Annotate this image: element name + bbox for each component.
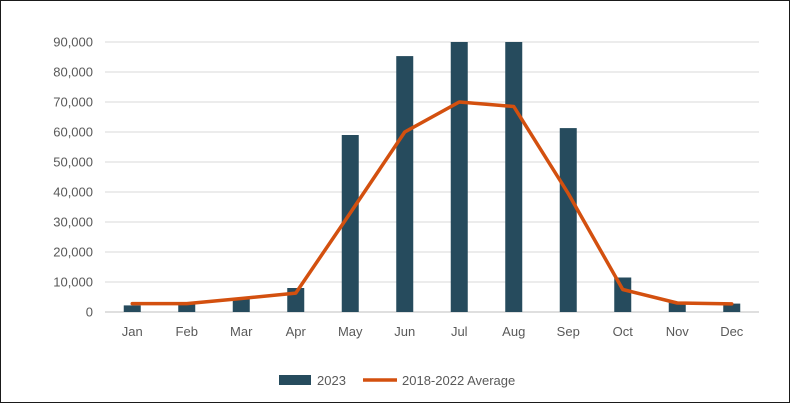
legend-label-2023: 2023 — [317, 373, 346, 388]
x-tick-label: Aug — [502, 324, 525, 339]
y-tick-label: 60,000 — [53, 125, 93, 140]
gridlines — [105, 42, 759, 312]
bar-jan — [124, 305, 141, 312]
bar-oct — [614, 278, 631, 313]
y-tick-label: 70,000 — [53, 95, 93, 110]
x-tick-label: Apr — [286, 324, 307, 339]
bar-sep — [560, 128, 577, 312]
legend: 2023 2018-2022 Average — [279, 373, 515, 388]
x-tick-label: May — [338, 324, 363, 339]
y-tick-label: 0 — [86, 305, 93, 320]
legend-label-average: 2018-2022 Average — [402, 373, 515, 388]
bar-jul — [451, 42, 468, 312]
bar-aug — [505, 42, 522, 312]
bar-feb — [178, 304, 195, 312]
y-tick-label: 40,000 — [53, 185, 93, 200]
legend-swatch-2023 — [279, 375, 311, 385]
y-axis-tick-labels: 0 10,000 20,000 30,000 40,000 50,000 60,000 70,… — [53, 35, 93, 320]
y-tick-label: 30,000 — [53, 215, 93, 230]
bar-series-2023 — [124, 42, 741, 312]
x-tick-label: Mar — [230, 324, 253, 339]
x-tick-label: Sep — [557, 324, 580, 339]
x-tick-label: Dec — [720, 324, 744, 339]
x-tick-label: Oct — [613, 324, 634, 339]
y-tick-label: 50,000 — [53, 155, 93, 170]
y-tick-label: 10,000 — [53, 275, 93, 290]
x-tick-label: Jun — [394, 324, 415, 339]
x-axis-tick-labels: Jan Feb Mar Apr May Jun Jul Aug Sep Oct Nov Dec — [122, 324, 744, 339]
x-tick-label: Jan — [122, 324, 143, 339]
x-tick-label: Nov — [666, 324, 690, 339]
y-tick-label: 20,000 — [53, 245, 93, 260]
y-tick-label: 90,000 — [53, 35, 93, 50]
y-tick-label: 80,000 — [53, 65, 93, 80]
x-tick-label: Feb — [176, 324, 198, 339]
x-tick-label: Jul — [451, 324, 468, 339]
bar-jun — [396, 56, 413, 312]
